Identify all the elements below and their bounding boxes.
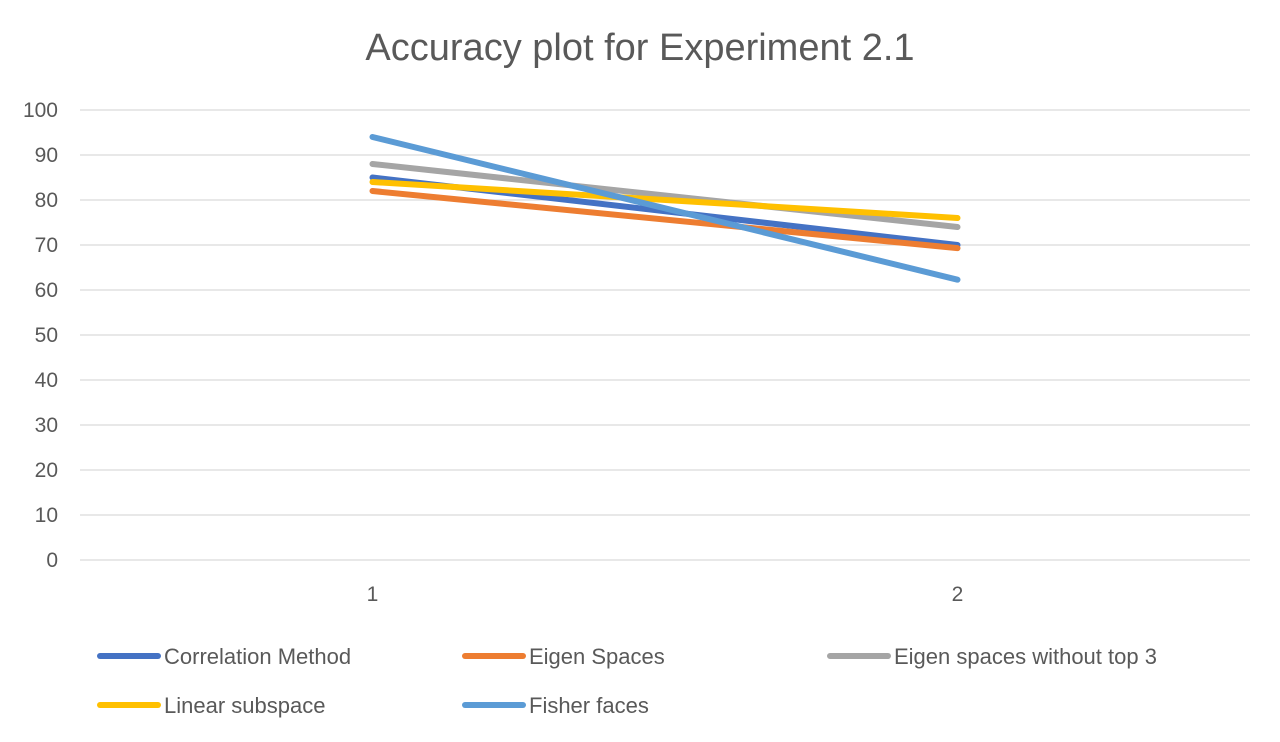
legend-label: Eigen spaces without top 3 [894, 644, 1157, 669]
legend-item: Eigen spaces without top 3 [827, 644, 1157, 669]
legend-label: Fisher faces [529, 693, 649, 718]
legend-label: Linear subspace [164, 693, 325, 718]
series-line-4 [369, 179, 961, 221]
y-tick-label: 60 [35, 279, 58, 302]
y-tick-label: 40 [35, 369, 58, 392]
legend-item: Linear subspace [97, 693, 325, 718]
y-tick-label: 50 [35, 324, 58, 347]
y-axis-tick-labels: 0 10 20 30 40 50 60 70 80 90 100 [23, 99, 58, 572]
legend-item: Correlation Method [97, 644, 351, 669]
y-tick-label: 0 [46, 549, 58, 572]
y-tick-label: 20 [35, 459, 58, 482]
y-tick-label: 100 [23, 99, 58, 122]
legend-item: Eigen Spaces [462, 644, 665, 669]
gridlines [80, 109, 1250, 561]
x-tick-label: 2 [952, 583, 964, 606]
legend-item: Fisher faces [462, 693, 649, 718]
series-line-3 [369, 161, 961, 230]
x-tick-label: 1 [367, 583, 379, 606]
legend: Correlation Method Eigen Spaces Eigen spac… [97, 644, 1157, 718]
legend-label: Correlation Method [164, 644, 351, 669]
y-tick-label: 30 [35, 414, 58, 437]
y-tick-label: 70 [35, 234, 58, 257]
series-line-5 [369, 134, 961, 283]
series-lines [369, 134, 961, 283]
chart-title: Accuracy plot for Experiment 2.1 [365, 27, 914, 69]
legend-label: Eigen Spaces [529, 644, 665, 669]
y-tick-label: 90 [35, 144, 58, 167]
y-tick-label: 10 [35, 504, 58, 527]
y-tick-label: 80 [35, 189, 58, 212]
series-line-2 [369, 188, 961, 252]
